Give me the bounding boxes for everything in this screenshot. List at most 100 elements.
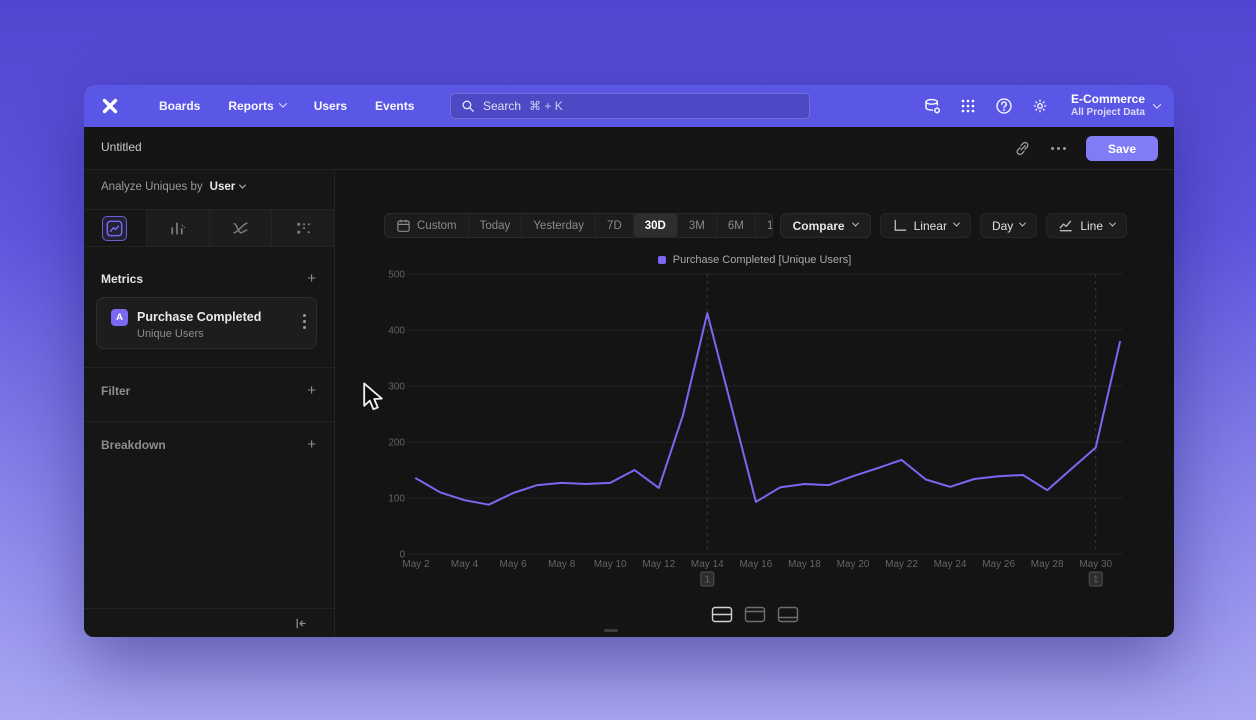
project-selector[interactable]: E-Commerce All Project Data xyxy=(1070,92,1162,120)
more-options-icon[interactable] xyxy=(1051,147,1066,150)
search-icon xyxy=(462,100,474,112)
date-range-group: CustomTodayYesterday7D30D3M6M12M xyxy=(384,213,773,238)
chart-type-dropdown[interactable]: Line xyxy=(1046,213,1127,238)
range-7d[interactable]: 7D xyxy=(596,214,634,237)
line-chart[interactable]: 0 100 200 300 400 500 1 1 May 2 May 4 May 6 May 8 Ma… xyxy=(383,266,1125,596)
legend-swatch xyxy=(657,256,666,264)
svg-text:May 22: May 22 xyxy=(885,559,918,570)
query-builder-sidebar: Analyze Uniques by User xyxy=(84,171,335,637)
svg-text:May 10: May 10 xyxy=(594,559,627,570)
layout-toggle-group xyxy=(335,606,1174,623)
range-6m[interactable]: 6M xyxy=(717,214,756,237)
visualization-tabs xyxy=(84,209,334,247)
tab-flows[interactable] xyxy=(272,210,334,246)
scrollbar-handle[interactable] xyxy=(604,629,618,632)
metric-title: Purchase Completed xyxy=(137,310,262,324)
svg-text:May 8: May 8 xyxy=(548,559,576,570)
report-title[interactable]: Untitled xyxy=(101,140,142,154)
calendar-icon xyxy=(397,219,410,232)
nav-item-boards[interactable]: Boards xyxy=(145,85,214,127)
chevron-down-icon xyxy=(952,219,961,227)
mixpanel-logo-icon[interactable] xyxy=(99,95,121,117)
interval-dropdown[interactable]: Day xyxy=(979,213,1038,238)
svg-text:100: 100 xyxy=(388,494,405,505)
layout-chart-view-button[interactable] xyxy=(744,606,766,623)
range-3m[interactable]: 3M xyxy=(678,214,717,237)
divider xyxy=(84,608,334,609)
nav-item-label: Reports xyxy=(228,99,274,113)
divider xyxy=(84,421,334,422)
analyze-selector[interactable]: Analyze Uniques by User xyxy=(101,181,247,193)
layout-split-view-button[interactable] xyxy=(711,606,733,623)
nav-item-reports[interactable]: Reports xyxy=(214,85,299,127)
range-today[interactable]: Today xyxy=(469,214,523,237)
layout-table-view-button[interactable] xyxy=(777,606,799,623)
line-type-icon xyxy=(1060,220,1073,232)
svg-text:May 18: May 18 xyxy=(788,559,821,570)
svg-text:May 14: May 14 xyxy=(691,559,724,570)
range-yesterday[interactable]: Yesterday xyxy=(522,214,597,237)
nav-item-label: Boards xyxy=(159,99,201,113)
report-titlebar: Untitled Save xyxy=(84,127,1174,170)
add-breakdown-button[interactable]: + xyxy=(307,436,316,453)
retention-icon xyxy=(231,219,250,238)
svg-text:May 12: May 12 xyxy=(642,559,675,570)
chevron-down-icon xyxy=(1108,219,1117,227)
svg-text:May 6: May 6 xyxy=(499,559,527,570)
chevron-down-icon xyxy=(1152,100,1162,109)
metric-subtitle: Unique Users xyxy=(137,328,204,340)
range-30d[interactable]: 30D xyxy=(633,214,678,237)
nav-item-users[interactable]: Users xyxy=(300,85,361,127)
nav-item-events[interactable]: Events xyxy=(361,85,428,127)
nav-right-cluster: E-Commerce All Project Data xyxy=(923,85,1162,127)
copy-link-icon[interactable] xyxy=(1014,140,1031,157)
metric-more-icon[interactable] xyxy=(303,314,306,329)
svg-text:1: 1 xyxy=(705,575,711,586)
svg-text:May 4: May 4 xyxy=(451,559,479,570)
chart-legend: Purchase Completed [Unique Users] xyxy=(335,254,1174,266)
svg-text:400: 400 xyxy=(388,326,405,337)
range-custom[interactable]: Custom xyxy=(385,214,469,237)
chevron-down-icon xyxy=(278,98,287,108)
tab-retention[interactable] xyxy=(209,210,273,246)
svg-text:1: 1 xyxy=(1093,575,1099,586)
metric-badge: A xyxy=(111,309,128,326)
data-management-icon[interactable] xyxy=(923,97,942,116)
svg-text:May 26: May 26 xyxy=(982,559,1015,570)
settings-gear-icon[interactable] xyxy=(1031,97,1050,116)
svg-text:500: 500 xyxy=(388,270,405,281)
divider xyxy=(84,367,334,368)
search-input[interactable]: Search ⌘ + K xyxy=(450,93,810,119)
collapse-sidebar-icon[interactable] xyxy=(293,616,308,631)
search-placeholder: Search xyxy=(483,99,522,113)
line-chart-icon xyxy=(102,215,128,241)
project-name: E-Commerce xyxy=(1070,92,1145,107)
analyze-label: Analyze Uniques by xyxy=(101,181,203,193)
add-metric-button[interactable]: + xyxy=(307,270,316,287)
breakdown-section-label: Breakdown xyxy=(101,437,166,452)
linear-axis-icon xyxy=(894,219,906,231)
help-icon[interactable] xyxy=(995,97,1014,116)
add-filter-button[interactable]: + xyxy=(307,382,316,399)
range-12m[interactable]: 12M xyxy=(756,214,772,237)
svg-text:May 2: May 2 xyxy=(402,559,430,570)
chart-panel: CustomTodayYesterday7D30D3M6M12M Compare… xyxy=(335,171,1174,637)
compare-button[interactable]: Compare xyxy=(779,213,871,238)
scale-dropdown[interactable]: Linear xyxy=(879,213,971,238)
tab-bar-chart[interactable] xyxy=(146,210,210,246)
nav-menu: Boards Reports Users Events xyxy=(145,85,428,127)
svg-text:200: 200 xyxy=(388,438,405,449)
tab-line-chart[interactable] xyxy=(84,210,147,246)
svg-text:May 28: May 28 xyxy=(1031,559,1064,570)
flows-icon xyxy=(294,219,313,238)
svg-text:May 24: May 24 xyxy=(934,559,967,570)
save-button[interactable]: Save xyxy=(1086,136,1158,161)
svg-text:May 20: May 20 xyxy=(837,559,870,570)
top-nav: Boards Reports Users Events Search ⌘ + K xyxy=(84,85,1174,127)
svg-text:May 16: May 16 xyxy=(739,559,772,570)
apps-grid-icon[interactable] xyxy=(959,97,978,116)
legend-label: Purchase Completed [Unique Users] xyxy=(672,254,852,266)
svg-text:0: 0 xyxy=(399,550,405,561)
metric-card[interactable]: A Purchase Completed Unique Users xyxy=(96,297,317,349)
analyze-value: User xyxy=(209,181,236,193)
